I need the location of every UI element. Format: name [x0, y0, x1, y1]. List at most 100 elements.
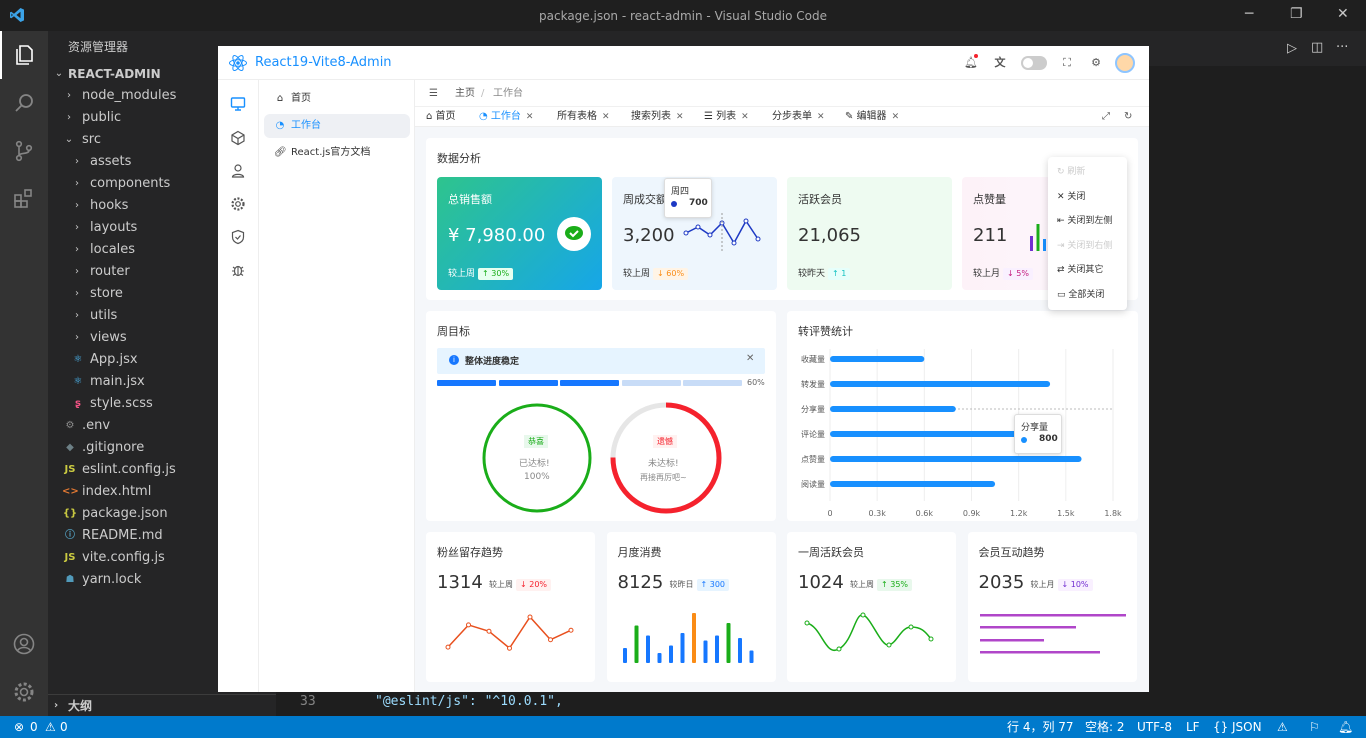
curve-point — [928, 636, 934, 642]
notifications-icon[interactable]: 🔔︎ — [1338, 720, 1354, 734]
close-icon[interactable]: ✕ — [891, 112, 900, 122]
tree-item[interactable]: ☗ yarn.lock — [48, 569, 276, 591]
close-left-item[interactable]: ⇤ 关闭到左侧 — [1057, 216, 1113, 226]
menu-fold-icon[interactable]: ☰ — [429, 88, 438, 99]
explorer-icon[interactable] — [0, 31, 48, 79]
search-icon[interactable] — [0, 79, 48, 127]
tree-item[interactable]: ⌄ src — [48, 129, 276, 151]
tree-item[interactable]: › utils — [48, 305, 276, 327]
app-brand[interactable]: React19-Vite8-Admin — [255, 55, 392, 70]
indent-spaces[interactable]: 空格: 2 — [1085, 720, 1125, 734]
bug-icon[interactable] — [230, 262, 246, 278]
menu-item-home[interactable]: ⌂ 首页 — [264, 87, 410, 111]
tree-item[interactable]: {} package.json — [48, 503, 276, 525]
project-root[interactable]: ⌄ REACT-ADMIN — [48, 63, 276, 85]
close-icon[interactable]: ✕ — [746, 353, 755, 364]
tree-item[interactable]: ◆ .gitignore — [48, 437, 276, 459]
close-icon[interactable]: ✕ — [602, 112, 610, 122]
tree-item[interactable]: ⓘ README.md — [48, 525, 276, 547]
tree-item[interactable]: <> index.html — [48, 481, 276, 503]
gear-icon[interactable] — [230, 196, 246, 212]
tree-item[interactable]: › assets — [48, 151, 276, 173]
error-count[interactable]: 0 — [30, 720, 38, 734]
avatar[interactable] — [1115, 53, 1135, 73]
warning-icon[interactable]: ⚠ — [45, 720, 56, 734]
bar — [830, 381, 1051, 387]
stat-card-sales[interactable]: 总销售额 ¥ 7,980.00 较上周 ↑ 30% — [437, 177, 602, 290]
run-icon[interactable]: ▷ — [1287, 41, 1297, 56]
user-icon[interactable] — [230, 163, 246, 179]
tree-item[interactable]: ʂ style.scss — [48, 393, 276, 415]
minimize-icon[interactable]: ─ — [1245, 6, 1254, 22]
menu-item-react-docs[interactable]: 🔗︎ React.js官方文档 — [274, 147, 371, 158]
language-mode[interactable]: JSON — [1232, 720, 1262, 734]
cube-icon[interactable] — [230, 130, 246, 146]
tree-item[interactable]: › router — [48, 261, 276, 283]
tree-item[interactable]: › store — [48, 283, 276, 305]
tree-item[interactable]: ⚙ .env — [48, 415, 276, 437]
feedback-icon[interactable]: ⚐ — [1309, 720, 1320, 734]
shield-icon[interactable] — [230, 229, 246, 245]
chevron-right-icon: › — [75, 332, 79, 343]
tab-home[interactable]: ⌂ 首页 — [426, 111, 456, 122]
encoding[interactable]: UTF-8 — [1137, 720, 1172, 734]
breadcrumb-home[interactable]: 主页 — [455, 88, 475, 99]
tree-item[interactable]: › public — [48, 107, 276, 129]
tree-item[interactable]: › hooks — [48, 195, 276, 217]
close-all-item[interactable]: ▭ 全部关闭 — [1057, 290, 1105, 300]
tree-item[interactable]: ⚛ App.jsx — [48, 349, 276, 371]
split-editor-icon[interactable]: ◫ — [1311, 40, 1324, 55]
refresh-item[interactable]: ↻ 刷新 — [1057, 167, 1086, 177]
tree-item[interactable]: › layouts — [48, 217, 276, 239]
close-right-item[interactable]: ⇥ 关闭到右侧 — [1057, 241, 1113, 251]
errors-icon[interactable]: ⊗ — [14, 720, 25, 734]
code-line[interactable]: "@eslint/js": "^10.0.1", — [375, 694, 563, 709]
warning-count[interactable]: 0 — [60, 720, 68, 734]
stat-card-members[interactable]: 活跃会员 21,065 较昨天 ↑ 1 — [787, 177, 952, 290]
tree-item[interactable]: › locales — [48, 239, 276, 261]
tree-item[interactable]: JS vite.config.js — [48, 547, 276, 569]
tab-editor[interactable]: ✎ 编辑器 ✕ — [845, 111, 900, 122]
copilot-icon[interactable]: ⚠ — [1277, 720, 1288, 734]
settings-icon[interactable]: ⚙ — [1091, 56, 1101, 69]
manage-gear-icon[interactable] — [0, 668, 48, 716]
outline-section[interactable]: › 大纲 — [48, 694, 276, 716]
eol[interactable]: LF — [1186, 720, 1200, 734]
trend-badge: ↑ 300 — [696, 579, 730, 591]
fullscreen-icon[interactable]: ⛶ — [1063, 56, 1071, 69]
translate-icon[interactable]: 文 — [994, 56, 1006, 69]
tree-item[interactable]: › components — [48, 173, 276, 195]
tree-item[interactable]: JS eslint.config.js — [48, 459, 276, 481]
close-icon[interactable]: ✕ — [525, 112, 534, 122]
tab-dashboard[interactable]: ◔ 工作台 ✕ — [479, 111, 534, 122]
source-control-icon[interactable] — [0, 127, 48, 175]
bar — [703, 640, 707, 663]
bell-icon[interactable]: 🔔︎ — [964, 54, 978, 69]
close-icon[interactable]: ✕ — [817, 112, 825, 122]
reload-icon[interactable]: ↻ — [1124, 111, 1133, 122]
stat-card-weekly[interactable]: 周成交额 3,200 较上周 ↓ 60% 周四 700 — [612, 177, 777, 290]
tab-all-tables[interactable]: 所有表格 ✕ — [557, 111, 610, 122]
menu-item-dashboard[interactable]: ◔ 工作台 — [264, 114, 410, 138]
extensions-icon[interactable] — [0, 175, 48, 223]
close-others-item[interactable]: ⇄ 关闭其它 — [1057, 265, 1104, 275]
expand-icon[interactable]: ⤢ — [1102, 111, 1110, 122]
restore-icon[interactable]: ❐ — [1290, 6, 1303, 22]
tab-list[interactable]: ☰ 列表 ✕ — [704, 111, 749, 122]
tree-item[interactable]: › views — [48, 327, 276, 349]
close-window-icon[interactable]: ✕ — [1337, 6, 1349, 22]
bar — [691, 613, 696, 663]
tree-item[interactable]: › node_modules — [48, 85, 276, 107]
tab-search-list[interactable]: 搜索列表 ✕ — [631, 111, 684, 122]
close-icon[interactable]: ✕ — [676, 112, 684, 122]
close-icon[interactable]: ✕ — [741, 112, 749, 122]
tab-step-form[interactable]: 分步表单 ✕ — [772, 111, 825, 122]
tree-item[interactable]: ⚛ main.jsx — [48, 371, 276, 393]
close-item[interactable]: ✕ 关闭 — [1057, 192, 1086, 202]
more-actions-icon[interactable]: ··· — [1336, 40, 1349, 55]
cursor-position[interactable]: 行 4，列 77 — [1007, 720, 1074, 734]
card-compare: 较上月 ↓ 10% — [1031, 579, 1093, 591]
monitor-icon[interactable] — [230, 96, 246, 112]
account-icon[interactable] — [0, 620, 48, 668]
theme-toggle[interactable] — [1021, 56, 1047, 70]
